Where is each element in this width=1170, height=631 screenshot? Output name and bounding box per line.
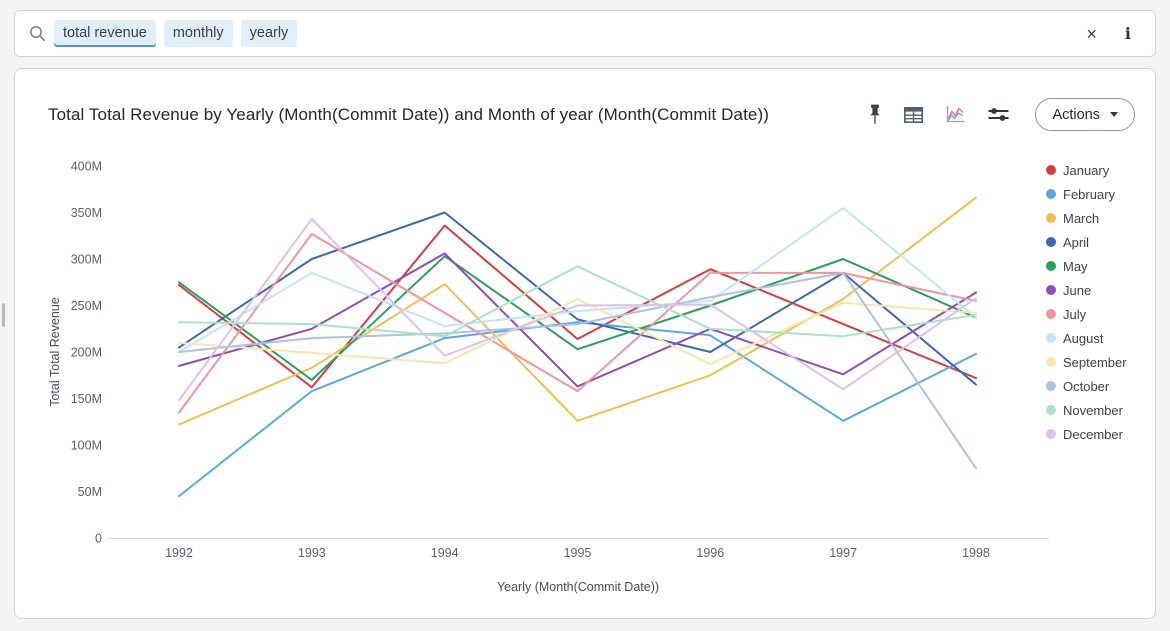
- legend-dot: [1046, 357, 1056, 367]
- y-tick-label: 250M: [71, 299, 102, 313]
- actions-button[interactable]: Actions: [1035, 98, 1135, 131]
- legend-label: November: [1063, 402, 1123, 418]
- legend-label: August: [1063, 330, 1104, 346]
- series-line-march: [178, 196, 977, 426]
- series-line-january: [178, 224, 977, 389]
- legend-item-february[interactable]: February: [1046, 182, 1127, 206]
- pin-icon[interactable]: [868, 104, 882, 125]
- x-tick-label: 1998: [962, 546, 990, 560]
- settings-icon[interactable]: [988, 107, 1009, 122]
- table-icon[interactable]: [904, 106, 924, 123]
- legend-label: March: [1063, 210, 1100, 226]
- legend-dot: [1046, 381, 1056, 391]
- legend-item-july[interactable]: July: [1046, 302, 1127, 326]
- line-chart-icon[interactable]: [945, 105, 966, 124]
- x-tick-label: 1995: [564, 546, 592, 560]
- legend-label: April: [1063, 234, 1090, 250]
- y-tick-label: 50M: [78, 485, 102, 499]
- legend-item-may[interactable]: May: [1046, 254, 1127, 278]
- x-tick-label: 1992: [165, 546, 193, 560]
- legend-label: June: [1063, 282, 1092, 298]
- search-token[interactable]: yearly: [240, 20, 298, 47]
- x-axis-title: Yearly (Month(Commit Date)): [497, 580, 659, 594]
- y-axis-title: Total Total Revenue: [48, 297, 62, 407]
- search-icon: [29, 25, 46, 42]
- y-tick-label: 0: [95, 532, 102, 546]
- x-tick-label: 1997: [829, 546, 857, 560]
- series-line-august: [178, 206, 977, 353]
- chevron-down-icon: [1110, 112, 1118, 117]
- legend-label: December: [1063, 426, 1123, 442]
- search-token[interactable]: total revenue: [54, 20, 156, 47]
- legend-dot: [1046, 429, 1056, 439]
- line-chart: 0 50M 100M 150M 200M 250M 300M 350M 400M 1992 1993…: [48, 160, 1049, 594]
- series-line-october: [178, 271, 977, 470]
- series-line-may: [178, 255, 977, 381]
- y-tick-label: 400M: [71, 160, 102, 174]
- panel-header: Total Total Revenue by Yearly (Month(Com…: [48, 98, 1135, 131]
- y-tick-label: 200M: [71, 346, 102, 360]
- legend-item-december[interactable]: December: [1046, 422, 1127, 446]
- legend-item-april[interactable]: April: [1046, 230, 1127, 254]
- x-tick-label: 1996: [696, 546, 724, 560]
- legend-item-august[interactable]: August: [1046, 326, 1127, 350]
- legend-label: October: [1063, 378, 1110, 394]
- legend-dot: [1046, 237, 1056, 247]
- series-line-december: [178, 218, 977, 402]
- legend-dot: [1046, 165, 1056, 175]
- x-tick-label: 1993: [298, 546, 326, 560]
- search-token[interactable]: monthly: [163, 20, 233, 47]
- legend-dot: [1046, 261, 1056, 271]
- legend-label: July: [1063, 306, 1087, 322]
- legend-label: September: [1063, 354, 1127, 370]
- legend-item-january[interactable]: January: [1046, 158, 1127, 182]
- series-line-september: [178, 298, 977, 366]
- y-tick-label: 150M: [71, 392, 102, 406]
- legend-item-november[interactable]: November: [1046, 398, 1127, 422]
- actions-button-label: Actions: [1052, 106, 1100, 123]
- legend-dot: [1046, 285, 1056, 295]
- visualization-panel: Total Total Revenue by Yearly (Month(Com…: [14, 68, 1156, 619]
- legend-dot: [1046, 309, 1056, 319]
- legend-item-june[interactable]: June: [1046, 278, 1127, 302]
- side-panel-handle[interactable]: [2, 303, 5, 327]
- legend-label: May: [1063, 258, 1088, 274]
- y-tick-label: 300M: [71, 253, 102, 267]
- legend-label: February: [1063, 186, 1116, 202]
- search-bar[interactable]: total revenue monthly yearly × i: [14, 10, 1156, 57]
- legend-dot: [1046, 333, 1056, 343]
- legend-dot: [1046, 213, 1056, 223]
- legend-dot: [1046, 189, 1056, 199]
- legend-dot: [1046, 405, 1056, 415]
- chart-legend: January February March April May June July Augu…: [1046, 158, 1127, 446]
- series-line-february: [178, 321, 977, 498]
- info-icon[interactable]: i: [1124, 23, 1131, 43]
- search-token-list: total revenue monthly yearly: [54, 20, 298, 47]
- x-tick-label: 1994: [431, 546, 459, 560]
- legend-item-october[interactable]: October: [1046, 374, 1127, 398]
- legend-item-september[interactable]: September: [1046, 350, 1127, 374]
- y-tick-label: 100M: [71, 439, 102, 453]
- panel-toolbar: Actions: [868, 98, 1135, 131]
- legend-label: January: [1063, 162, 1110, 178]
- clear-search-icon[interactable]: ×: [1086, 23, 1097, 44]
- y-tick-label: 350M: [71, 206, 102, 220]
- series-line-november: [178, 265, 977, 338]
- chart-title: Total Total Revenue by Yearly (Month(Com…: [48, 104, 769, 124]
- legend-item-march[interactable]: March: [1046, 206, 1127, 230]
- series-line-june: [178, 252, 977, 388]
